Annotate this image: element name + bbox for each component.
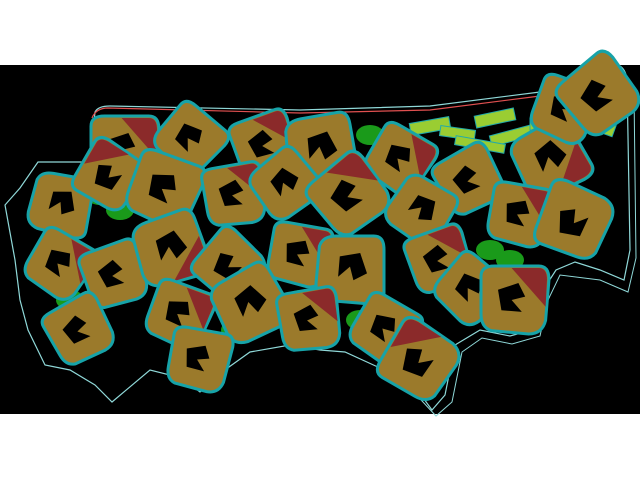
part-red-zone	[390, 319, 442, 347]
part-cutout	[422, 244, 450, 273]
sheet-top-edge	[91, 69, 616, 119]
part-red-zone	[252, 111, 293, 142]
part-cutout	[402, 348, 434, 377]
bar-part	[473, 107, 517, 129]
nested-part	[70, 135, 146, 212]
part-cutout	[48, 191, 75, 215]
nested-part	[375, 315, 461, 402]
nested-part	[209, 260, 295, 345]
part-cutout	[155, 230, 188, 261]
part-cutout	[45, 249, 71, 278]
part-red-zone	[84, 139, 129, 164]
part-cutout	[62, 315, 91, 344]
nested-part	[166, 325, 235, 394]
part-cutout	[498, 283, 526, 312]
part-cutout	[175, 123, 202, 152]
part-cutout	[247, 129, 275, 158]
part-cutout	[452, 165, 481, 194]
nested-part	[479, 264, 551, 336]
part-red-zone	[302, 288, 338, 322]
part-red-zone	[121, 118, 157, 157]
nested-parts	[23, 49, 640, 402]
part-cutout	[580, 79, 613, 112]
part-cutout	[534, 140, 567, 172]
part-red-zone	[411, 134, 436, 179]
part-cutout	[97, 259, 125, 288]
part-cutout	[218, 179, 244, 206]
part-cutout	[385, 144, 411, 173]
part-cutout	[165, 301, 190, 327]
sheet-outline	[4, 65, 631, 411]
nested-part	[304, 149, 391, 237]
nested-part	[554, 49, 640, 137]
nested-part	[23, 225, 100, 301]
part-cutout	[293, 304, 319, 331]
part-cutout	[455, 273, 482, 302]
part-red-zone	[427, 226, 468, 257]
part-cutout	[338, 253, 367, 281]
nested-part	[200, 160, 267, 227]
part-cutout	[407, 195, 436, 221]
part-body	[166, 325, 235, 394]
part-cutout	[270, 167, 299, 197]
nested-part	[248, 144, 326, 221]
part-red-zone	[186, 287, 214, 330]
part-cutout	[506, 200, 530, 227]
part-cutout	[559, 209, 589, 237]
filler-part	[476, 240, 504, 260]
part-cutout	[286, 240, 310, 267]
part-cutout	[370, 314, 396, 343]
nested-part	[40, 290, 115, 366]
part-cutout	[148, 174, 176, 204]
part-red-zone	[326, 153, 378, 181]
nested-part	[533, 178, 615, 260]
nested-part	[275, 285, 342, 352]
part-cutout	[307, 131, 338, 160]
part-red-zone	[559, 141, 591, 190]
part-cutout	[234, 285, 267, 317]
part-red-zone	[511, 268, 547, 307]
bar-part	[408, 116, 452, 136]
part-cutout	[94, 164, 123, 190]
part-cutout	[186, 345, 210, 372]
part-cutout	[330, 179, 363, 212]
